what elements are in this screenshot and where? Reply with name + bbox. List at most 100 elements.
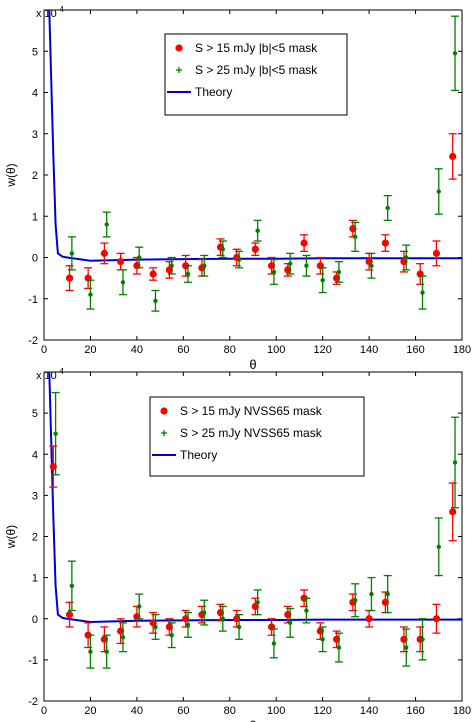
- y-axis-label: w(θ): [4, 163, 18, 187]
- legend-box: [164, 33, 348, 116]
- x-axis-label: θ: [249, 357, 256, 372]
- y-tick-label: 4: [32, 88, 38, 100]
- data-point-s25: [202, 263, 207, 268]
- data-point-s25: [69, 251, 75, 256]
- legend: S > 15 mJy |b|<5 mask S > 25 mJy |b|<5 ma…: [164, 33, 348, 116]
- y-exponent-base: x 10: [36, 8, 57, 20]
- data-point-s25: [271, 269, 277, 275]
- data-point-s15: [300, 239, 308, 247]
- data-point-s25: [320, 277, 325, 283]
- data-point-s25: [404, 255, 409, 260]
- y-tick-label: 2: [32, 170, 38, 182]
- data-point-s25: [436, 189, 441, 194]
- y-tick-label: 4: [32, 449, 38, 461]
- y-tick-label: 3: [32, 129, 38, 141]
- y-tick-label: -2: [28, 696, 38, 708]
- data-point-s25: [236, 257, 242, 262]
- data-point-s15: [449, 508, 457, 516]
- data-point-s25: [153, 298, 158, 304]
- legend-marker-dot: [160, 407, 168, 415]
- data-point-s15: [149, 270, 157, 278]
- data-point-s25: [287, 261, 293, 266]
- data-point-s15: [381, 239, 389, 247]
- x-tick-label: 80: [224, 705, 236, 717]
- legend: S > 15 mJy NVSS65 mask S > 25 mJy NVSS65 …: [149, 396, 365, 477]
- y-tick-label: -1: [28, 655, 38, 667]
- legend-marker-dot: [175, 44, 183, 52]
- data-point-s25: [420, 290, 425, 295]
- legend-label: S > 25 mJy |b|<5 mask: [195, 63, 318, 77]
- data-point-s25: [169, 263, 174, 268]
- y-exponent-power: -4: [57, 367, 65, 376]
- y-exponent-power: -4: [57, 5, 65, 14]
- y-tick-label: -2: [28, 335, 38, 347]
- bottom-panel: 0 20 40 60 80 100 120 140 160 180 -2 -1 0 1 2 3 4 5 x 10-4…: [4, 367, 471, 722]
- data-point-s25: [120, 635, 126, 640]
- y-tick-label: 1: [32, 211, 38, 223]
- x-tick-label: 0: [41, 344, 47, 356]
- data-point-s25: [420, 637, 425, 642]
- legend-label: S > 15 mJy |b|<5 mask: [195, 41, 318, 55]
- data-point-s25: [287, 620, 293, 626]
- data-point-s15: [449, 152, 457, 161]
- data-point-s15: [65, 611, 74, 619]
- data-point-s25: [153, 624, 158, 630]
- x-tick-label: 60: [177, 705, 189, 717]
- x-tick-label: 160: [406, 705, 424, 717]
- plot-area: [48, 372, 462, 669]
- data-point-s25: [352, 234, 358, 240]
- legend-box: [149, 396, 365, 477]
- data-point-s25: [88, 292, 93, 297]
- x-tick-label: 120: [313, 705, 331, 717]
- data-point-s25: [304, 608, 309, 613]
- top-panel: 0 20 40 60 80 100 120 140 160 180 -2 -1 0 1 2 3 4 5 x 10-4…: [4, 5, 471, 372]
- data-point-s25: [385, 591, 390, 597]
- data-point-s25: [271, 641, 277, 646]
- data-point-s25: [385, 205, 390, 211]
- x-tick-label: 180: [453, 344, 471, 356]
- y-axis-label: w(θ): [4, 525, 18, 549]
- x-tick-label: 40: [131, 705, 143, 717]
- data-point-s25: [236, 624, 242, 630]
- x-tick-label: 60: [177, 344, 189, 356]
- x-tick-label: 140: [360, 344, 378, 356]
- data-point-s25: [452, 51, 458, 56]
- data-point-s25: [104, 222, 109, 227]
- data-point-s25: [369, 263, 374, 268]
- x-tick-label: 160: [406, 344, 424, 356]
- data-point-s25: [185, 271, 191, 277]
- y-tick-label: -1: [28, 294, 38, 306]
- x-tick-label: 80: [224, 344, 236, 356]
- x-tick-label: 20: [84, 344, 96, 356]
- data-point-s25: [137, 604, 142, 609]
- y-exponent-base: x 10: [36, 370, 57, 382]
- data-point-s15: [100, 249, 108, 257]
- data-point-s25: [369, 591, 374, 597]
- data-point-s15: [432, 249, 441, 257]
- data-point-s25: [185, 622, 191, 628]
- data-point-s25: [452, 460, 458, 465]
- x-tick-label: 20: [84, 705, 96, 717]
- data-point-s25: [320, 637, 325, 642]
- data-point-s25: [53, 431, 58, 436]
- data-point-s25: [255, 228, 260, 233]
- data-point-s25: [255, 600, 260, 605]
- data-point-s25: [69, 583, 75, 589]
- data-point-s15: [365, 615, 373, 623]
- plot-area: [48, 10, 462, 312]
- data-point-s15: [251, 245, 259, 253]
- data-point-s15: [117, 258, 125, 266]
- y-tick-label: 0: [32, 614, 38, 626]
- data-point-s25: [202, 610, 207, 615]
- data-point-s25: [220, 616, 226, 621]
- x-tick-label: 100: [267, 705, 285, 717]
- y-tick-label: 0: [32, 253, 38, 265]
- data-point-s25: [137, 255, 142, 260]
- data-point-s25: [436, 544, 441, 549]
- data-point-s15: [432, 615, 441, 623]
- data-point-s25: [169, 633, 174, 638]
- x-tick-label: 100: [267, 344, 285, 356]
- y-exponent-label: x 10-4: [36, 367, 64, 382]
- data-point-s25: [104, 649, 109, 654]
